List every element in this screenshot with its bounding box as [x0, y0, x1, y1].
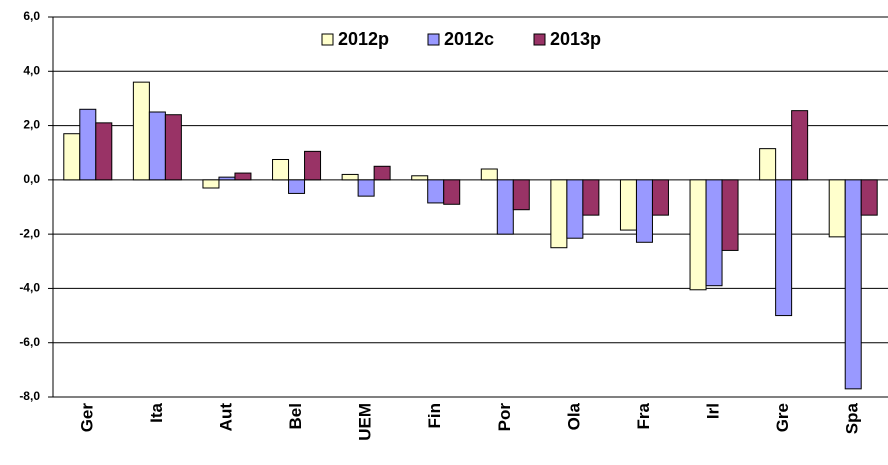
x-tick-label: Irl — [704, 403, 723, 419]
bar — [234, 172, 252, 181]
bar — [828, 179, 846, 238]
bar — [288, 179, 306, 194]
bar — [95, 122, 113, 181]
x-tick-label: Por — [495, 403, 514, 432]
x-tick-label: Gre — [773, 403, 792, 432]
legend-label: 2013p — [550, 29, 601, 49]
bar — [132, 81, 150, 181]
x-tick-label: Aut — [216, 403, 235, 432]
bar — [148, 111, 166, 181]
bar — [304, 150, 322, 181]
bar — [791, 110, 809, 181]
bar — [619, 179, 637, 231]
x-tick-label: Ger — [77, 403, 96, 433]
legend-swatch — [533, 33, 546, 46]
bar — [860, 179, 878, 216]
bar — [582, 179, 600, 216]
y-tick-label: 2,0 — [23, 118, 40, 132]
x-tick-label: Fin — [425, 403, 444, 429]
y-tick-label: -8,0 — [19, 389, 40, 403]
y-tick-label: 4,0 — [23, 63, 40, 77]
bar — [689, 179, 707, 291]
y-tick-label: -6,0 — [19, 335, 40, 349]
bar — [218, 176, 236, 181]
bar — [550, 179, 568, 249]
legend-swatch — [321, 33, 334, 46]
bar — [496, 179, 514, 235]
bar — [775, 179, 793, 317]
bar — [759, 148, 777, 181]
x-tick-label: Bel — [286, 403, 305, 429]
bar — [164, 114, 182, 181]
bar — [411, 175, 429, 181]
x-tick-label: Spa — [843, 402, 862, 434]
bar — [79, 108, 97, 181]
bar — [512, 179, 530, 211]
y-tick-label: 0,0 — [23, 172, 40, 186]
bar — [357, 179, 375, 197]
bar — [721, 179, 739, 251]
bar — [272, 159, 290, 181]
bar — [566, 179, 584, 239]
x-tick-label: Ita — [147, 402, 166, 422]
bar — [202, 179, 220, 189]
y-tick-label: -4,0 — [19, 281, 40, 295]
bar — [705, 179, 723, 287]
x-tick-label: Ola — [564, 402, 583, 430]
bar — [651, 179, 669, 216]
bar — [844, 179, 862, 390]
bar — [63, 133, 81, 181]
bar — [443, 179, 461, 205]
bar — [427, 179, 445, 204]
legend-label: 2012c — [444, 29, 494, 49]
y-tick-label: -2,0 — [19, 226, 40, 240]
legend-swatch — [427, 33, 440, 46]
x-tick-label: Fra — [634, 402, 653, 429]
bar — [635, 179, 653, 243]
y-tick-label: 6,0 — [23, 9, 40, 23]
legend-label: 2012p — [338, 29, 389, 49]
x-tick-label: UEM — [356, 403, 375, 441]
bar — [341, 173, 359, 181]
bar — [373, 165, 391, 181]
bar — [480, 168, 498, 181]
